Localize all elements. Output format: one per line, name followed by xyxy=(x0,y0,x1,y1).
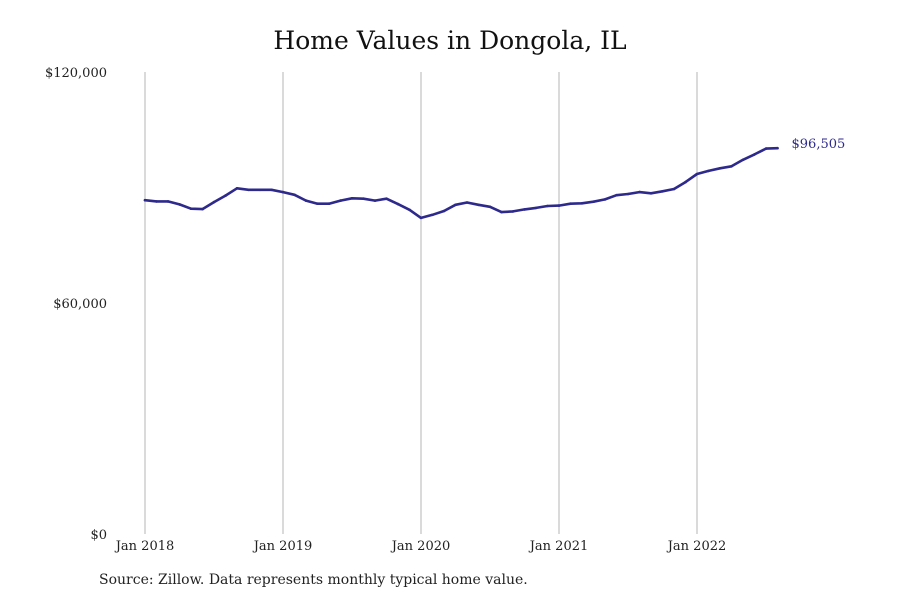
source-note: Source: Zillow. Data represents monthly … xyxy=(99,572,528,588)
x-tick-label: Jan 2021 xyxy=(528,539,589,554)
data-point xyxy=(235,187,239,190)
data-point xyxy=(511,210,515,213)
data-point xyxy=(350,197,354,200)
data-point xyxy=(684,180,687,184)
x-tick-label: Jan 2022 xyxy=(666,539,727,554)
data-point xyxy=(580,202,584,205)
data-point xyxy=(166,200,170,203)
data-point xyxy=(178,203,181,206)
data-point xyxy=(638,190,641,194)
data-point xyxy=(396,202,400,206)
data-point xyxy=(500,210,503,214)
data-point xyxy=(419,216,423,220)
data-point xyxy=(212,200,216,204)
x-tick-label: Jan 2019 xyxy=(252,539,313,554)
data-point xyxy=(776,146,779,150)
data-point xyxy=(304,199,308,202)
chart-title: Home Values in Dongola, IL xyxy=(273,26,627,55)
data-point xyxy=(224,194,227,197)
data-point xyxy=(339,199,342,202)
data-point xyxy=(603,198,607,201)
data-point xyxy=(431,213,434,217)
data-point xyxy=(373,199,377,202)
y-tick-label: $120,000 xyxy=(45,66,107,81)
data-point xyxy=(316,202,319,205)
series-line xyxy=(143,146,779,220)
data-point xyxy=(247,188,250,192)
data-point xyxy=(626,192,630,196)
data-point xyxy=(695,172,699,176)
data-point xyxy=(362,197,365,200)
data-point xyxy=(465,201,469,204)
data-point xyxy=(718,167,722,170)
data-point xyxy=(155,200,158,203)
data-point xyxy=(327,202,331,205)
data-point xyxy=(281,190,285,194)
data-point xyxy=(569,202,572,205)
data-point xyxy=(189,207,193,210)
end-value-label: $96,505 xyxy=(792,137,846,152)
data-point xyxy=(753,153,756,156)
data-point xyxy=(408,208,411,212)
data-point xyxy=(534,206,538,210)
y-tick-label: $60,000 xyxy=(53,297,107,312)
x-tick-label: Jan 2018 xyxy=(114,539,175,554)
data-point xyxy=(730,165,733,168)
data-point xyxy=(741,158,745,162)
data-point xyxy=(270,188,273,192)
data-point xyxy=(557,204,561,207)
data-point xyxy=(615,193,618,197)
data-point xyxy=(442,209,446,213)
data-point xyxy=(523,208,526,211)
data-point xyxy=(592,200,595,203)
data-point xyxy=(488,205,492,209)
data-point xyxy=(707,169,710,173)
data-point xyxy=(649,192,653,195)
data-point xyxy=(258,188,262,192)
data-point xyxy=(764,147,768,150)
y-tick-label: $0 xyxy=(90,528,107,543)
data-point xyxy=(385,197,388,200)
data-point xyxy=(661,190,664,193)
data-point xyxy=(454,203,457,207)
data-point xyxy=(477,203,480,207)
data-point xyxy=(201,207,204,211)
data-point xyxy=(143,198,147,202)
data-point xyxy=(293,193,296,197)
data-point xyxy=(672,187,676,191)
x-tick-label: Jan 2020 xyxy=(390,539,451,554)
data-point xyxy=(546,204,549,208)
